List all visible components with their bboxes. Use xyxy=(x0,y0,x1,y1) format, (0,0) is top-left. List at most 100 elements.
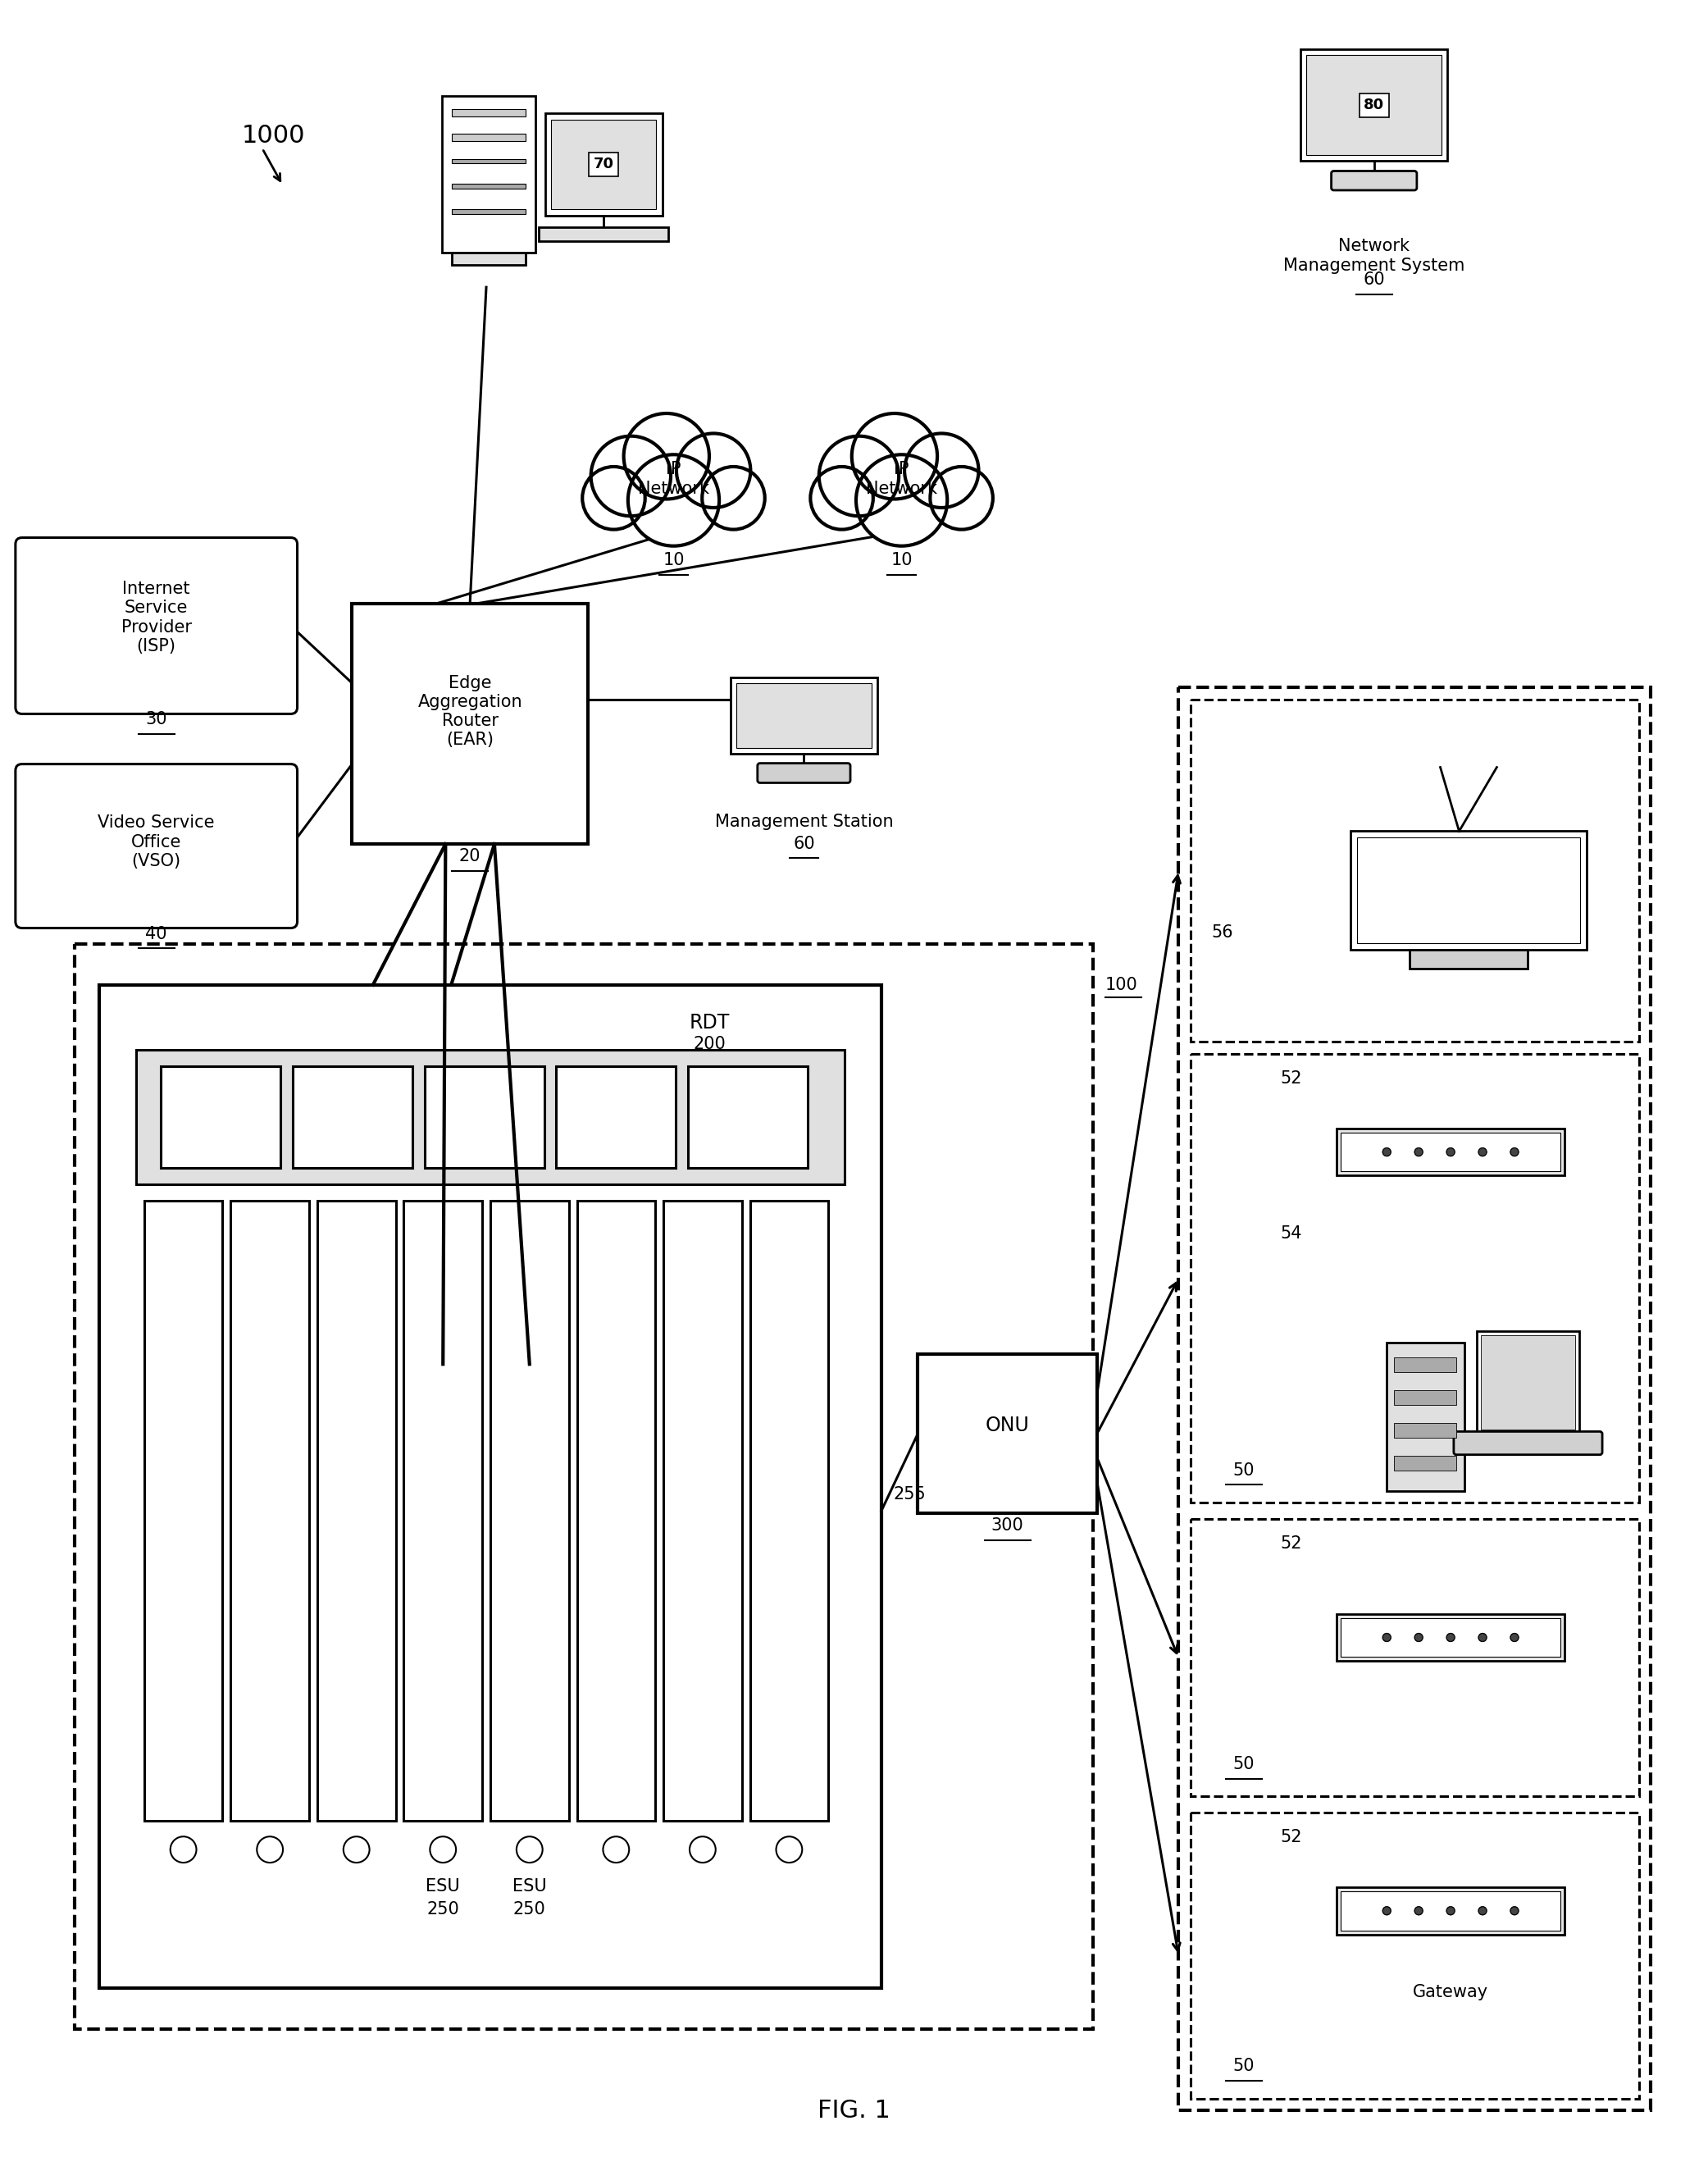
Circle shape xyxy=(1510,1908,1518,1914)
Circle shape xyxy=(629,456,719,545)
Text: 70: 70 xyxy=(593,157,613,172)
Circle shape xyxy=(856,456,948,545)
Bar xyxy=(451,133,526,142)
Text: 50: 50 xyxy=(1233,1463,1255,1478)
FancyBboxPatch shape xyxy=(15,763,297,929)
Bar xyxy=(1409,950,1527,968)
Bar xyxy=(424,1066,545,1168)
Circle shape xyxy=(1414,1149,1423,1155)
Circle shape xyxy=(171,1836,196,1862)
Text: Edge
Aggregation
Router
(EAR): Edge Aggregation Router (EAR) xyxy=(418,674,523,748)
Circle shape xyxy=(702,467,765,530)
Bar xyxy=(750,1201,828,1820)
Text: 52: 52 xyxy=(1281,1829,1301,1846)
Text: ESU: ESU xyxy=(512,1879,547,1894)
Circle shape xyxy=(1383,1908,1390,1914)
Bar xyxy=(451,159,526,164)
Circle shape xyxy=(1479,1149,1486,1155)
Text: 52: 52 xyxy=(1281,1535,1301,1552)
Circle shape xyxy=(852,414,938,499)
Text: ONU: ONU xyxy=(986,1415,1030,1434)
FancyBboxPatch shape xyxy=(352,604,588,844)
Bar xyxy=(318,1201,396,1820)
Circle shape xyxy=(591,436,671,517)
Bar xyxy=(1351,831,1587,950)
Bar xyxy=(137,1051,845,1184)
Text: IP
Network: IP Network xyxy=(866,462,938,497)
Bar xyxy=(545,113,663,216)
Circle shape xyxy=(343,1836,369,1862)
Text: 52: 52 xyxy=(1281,1070,1301,1088)
Circle shape xyxy=(516,1836,543,1862)
Circle shape xyxy=(810,467,873,530)
Text: ESU: ESU xyxy=(425,1879,459,1894)
Circle shape xyxy=(905,434,979,508)
Circle shape xyxy=(818,436,898,517)
Circle shape xyxy=(1383,1149,1390,1155)
Circle shape xyxy=(1414,1908,1423,1914)
Text: 20: 20 xyxy=(459,848,482,865)
Bar xyxy=(1337,1888,1565,1934)
Text: 200: 200 xyxy=(693,1036,726,1053)
Text: Network
Management System: Network Management System xyxy=(1283,238,1465,275)
Bar xyxy=(736,682,871,748)
Circle shape xyxy=(1510,1633,1518,1642)
Text: 255: 255 xyxy=(893,1487,926,1502)
Text: 250: 250 xyxy=(512,1901,547,1918)
Bar xyxy=(442,96,535,253)
FancyBboxPatch shape xyxy=(757,763,851,783)
Bar xyxy=(143,1201,222,1820)
Text: 10: 10 xyxy=(892,552,912,569)
Bar xyxy=(688,1066,808,1168)
Text: Management Station: Management Station xyxy=(714,813,893,831)
Bar xyxy=(161,1066,280,1168)
Circle shape xyxy=(1383,1633,1390,1642)
Text: 250: 250 xyxy=(427,1901,459,1918)
Bar xyxy=(1341,1618,1561,1657)
Bar xyxy=(1387,1343,1464,1491)
Circle shape xyxy=(775,1836,803,1862)
Bar xyxy=(403,1201,482,1820)
Bar xyxy=(451,109,526,116)
Bar xyxy=(1337,1129,1565,1175)
FancyBboxPatch shape xyxy=(1331,170,1418,190)
FancyBboxPatch shape xyxy=(540,227,668,240)
Text: FIG. 1: FIG. 1 xyxy=(818,2099,890,2123)
Circle shape xyxy=(690,1836,716,1862)
Text: 100: 100 xyxy=(1105,977,1138,994)
Text: 300: 300 xyxy=(991,1517,1023,1533)
Bar xyxy=(451,253,526,264)
Bar xyxy=(1394,1391,1457,1404)
Circle shape xyxy=(582,467,646,530)
Bar xyxy=(1190,1814,1638,2099)
Circle shape xyxy=(1479,1908,1486,1914)
Text: 50: 50 xyxy=(1233,2058,1255,2073)
Circle shape xyxy=(623,414,709,499)
Bar xyxy=(231,1201,309,1820)
Circle shape xyxy=(603,1836,629,1862)
Bar xyxy=(577,1201,656,1820)
Bar xyxy=(451,209,526,214)
FancyBboxPatch shape xyxy=(15,538,297,713)
Bar xyxy=(1179,687,1652,2110)
Text: 1000: 1000 xyxy=(243,124,306,148)
Text: Video Service
Office
(VSO): Video Service Office (VSO) xyxy=(97,815,215,870)
Bar xyxy=(1341,1892,1561,1929)
Text: 30: 30 xyxy=(145,711,167,728)
Bar xyxy=(731,678,878,754)
Bar xyxy=(292,1066,412,1168)
Text: 40: 40 xyxy=(145,926,167,942)
Bar xyxy=(1190,700,1638,1042)
Bar xyxy=(99,985,881,1988)
Bar xyxy=(1307,54,1442,155)
Circle shape xyxy=(1479,1633,1486,1642)
Text: 54: 54 xyxy=(1281,1225,1301,1243)
Bar xyxy=(451,183,526,190)
Circle shape xyxy=(1414,1633,1423,1642)
Bar xyxy=(1341,1131,1561,1171)
Circle shape xyxy=(1447,1908,1455,1914)
Bar xyxy=(1394,1358,1457,1371)
Bar xyxy=(552,120,656,209)
Bar xyxy=(1394,1456,1457,1469)
Text: 56: 56 xyxy=(1211,924,1233,942)
